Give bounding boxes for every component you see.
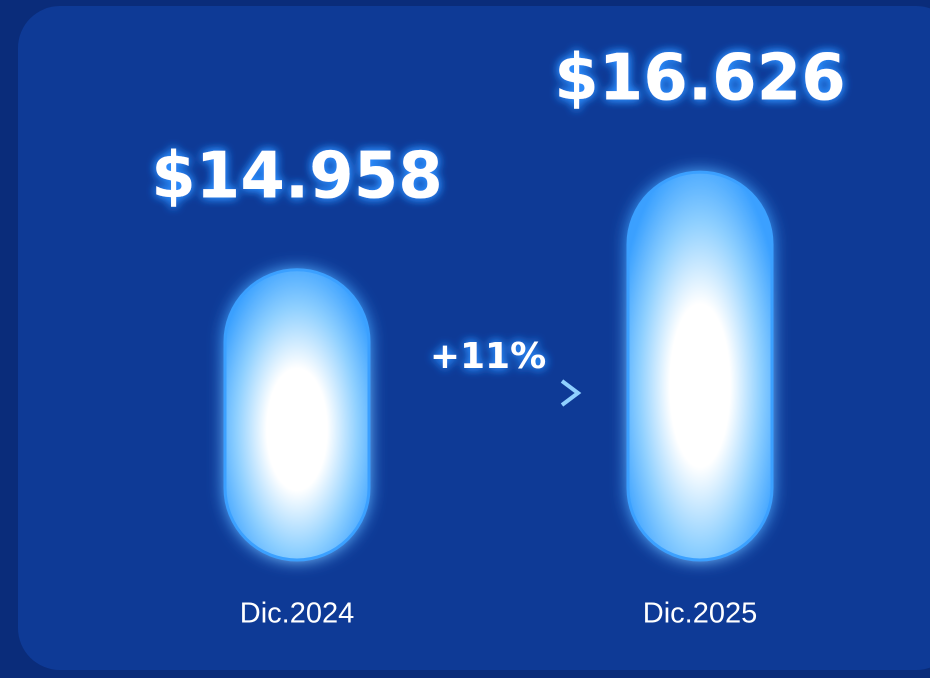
- growth-annotation: +11%: [430, 336, 546, 377]
- x-tick-label: Dic.2025: [643, 598, 757, 630]
- bar: [626, 170, 774, 562]
- x-tick-label: Dic.2024: [240, 598, 354, 630]
- arrow: [425, 379, 582, 407]
- value-label: $16.626: [554, 42, 846, 116]
- bar: [223, 268, 371, 562]
- value-label: $14.958: [151, 139, 443, 213]
